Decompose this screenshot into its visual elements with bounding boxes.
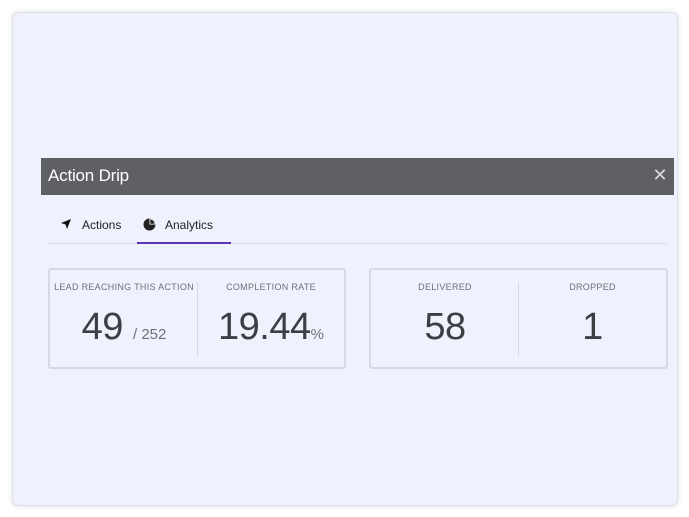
lead-reaching-label: LEAD REACHING THIS ACTION [54,282,194,292]
delivered-stat: DELIVERED 58 [371,270,519,367]
dropped-stat: DROPPED 1 [519,270,666,367]
delivered-value: 58 [424,306,466,348]
completion-rate-stat: COMPLETION RATE 19.44% [198,270,344,367]
dialog-title: Action Drip [48,166,129,185]
delivered-label: DELIVERED [418,282,472,292]
tab-actions[interactable]: Actions [60,214,130,244]
tab-analytics[interactable]: Analytics [137,214,231,244]
tab-actions-label: Actions [82,218,122,232]
stat-divider [518,282,519,356]
lead-reaching-value: 49 / 252 [81,306,167,348]
stat-divider [197,282,198,356]
delivery-stats-card: DELIVERED 58 DROPPED 1 [369,268,668,369]
close-icon[interactable]: ✕ [652,165,668,185]
page-background: Action Drip ✕ Actions Analytics [12,12,678,506]
dropped-label: DROPPED [569,282,616,292]
dropped-value: 1 [582,306,603,348]
lead-reaching-stat: LEAD REACHING THIS ACTION 49 / 252 [50,270,198,367]
tab-bar: Actions Analytics [48,214,667,244]
action-drip-dialog: Action Drip ✕ Actions Analytics [41,158,674,373]
completion-rate-value: 19.44% [218,306,324,348]
dialog-header: Action Drip ✕ [41,158,674,195]
lead-total-value: / 252 [132,326,167,343]
pie-chart-icon [143,218,157,232]
navigation-arrow-icon [60,218,74,232]
completion-rate-unit: % [310,326,324,343]
lead-stats-card: LEAD REACHING THIS ACTION 49 / 252 COMPL… [48,268,346,369]
tab-analytics-label: Analytics [165,218,214,232]
completion-rate-label: COMPLETION RATE [226,282,316,292]
